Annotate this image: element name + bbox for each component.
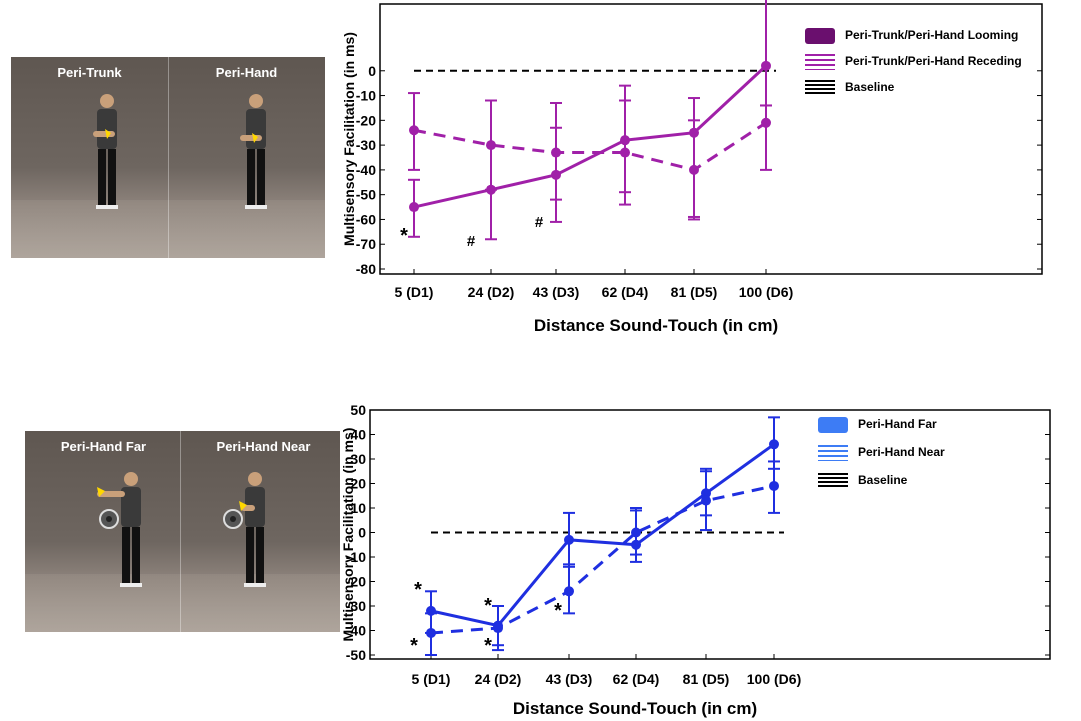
photo-label-peri-hand-near: Peri-Hand Near xyxy=(216,439,311,454)
data-point xyxy=(493,623,503,634)
legend-label: Baseline xyxy=(845,80,895,94)
photo-label-peri-hand: Peri-Hand xyxy=(215,65,278,80)
peri-hand-far-near-photo: Peri-Hand Far Peri-Hand Near xyxy=(25,431,340,632)
data-point xyxy=(620,147,630,158)
data-point xyxy=(486,140,496,151)
y-tick-label: -50 xyxy=(346,647,366,663)
significance-marker: * xyxy=(554,600,562,622)
x-tick-label: 5 (D1) xyxy=(412,671,451,687)
y-tick-label: -70 xyxy=(356,236,376,252)
data-point xyxy=(689,164,699,175)
y-tick-label: -10 xyxy=(356,88,376,104)
series-line xyxy=(430,484,775,635)
x-tick-label: 62 (D4) xyxy=(613,671,660,687)
data-point xyxy=(761,117,771,128)
data-point xyxy=(769,480,779,491)
data-point xyxy=(551,147,561,158)
y-tick-label: -40 xyxy=(346,623,366,639)
data-point xyxy=(769,439,779,450)
floor xyxy=(25,574,340,632)
y-axis-title: Multisensory Facilitation (in ms) xyxy=(340,428,356,642)
legend-top: Peri-Trunk/Peri-Hand Looming Peri-Trunk/… xyxy=(805,28,1081,108)
x-tick-label: 100 (D6) xyxy=(747,671,801,687)
legend-label: Peri-Trunk/Peri-Hand Looming xyxy=(845,28,1019,42)
y-tick-label: -30 xyxy=(356,137,376,153)
y-tick-label: 20 xyxy=(350,476,366,492)
legend-swatch-solid xyxy=(818,417,848,433)
peri-trunk-hand-photo: Peri-Trunk Peri-Hand xyxy=(11,57,325,258)
legend-label: Peri-Hand Near xyxy=(858,445,945,459)
y-tick-label: -20 xyxy=(356,112,376,128)
legend-swatch-solid xyxy=(805,28,835,44)
legend-swatch-baseline xyxy=(818,473,848,489)
data-point xyxy=(564,586,574,597)
avatar-figure xyxy=(223,472,266,587)
series-line xyxy=(413,64,768,209)
significance-marker: * xyxy=(484,635,492,657)
x-tick-label: 43 (D3) xyxy=(533,284,580,300)
series-line xyxy=(430,443,775,628)
x-tick-label: 5 (D1) xyxy=(395,284,434,300)
avatar-figure xyxy=(93,94,118,209)
photo-divider xyxy=(180,431,181,632)
y-tick-label: 0 xyxy=(368,63,376,79)
significance-marker: * xyxy=(484,595,492,617)
series-line xyxy=(413,121,767,172)
legend-swatch-dashed xyxy=(805,54,835,70)
data-point xyxy=(701,495,711,506)
data-point xyxy=(426,627,436,638)
photo-label-peri-trunk: Peri-Trunk xyxy=(57,65,122,80)
y-tick-label: 0 xyxy=(358,525,366,541)
y-tick-label: 40 xyxy=(350,427,366,443)
y-tick-label: -50 xyxy=(356,187,376,203)
data-point xyxy=(409,125,419,136)
significance-marker: # xyxy=(535,214,544,231)
plot-frame xyxy=(369,409,1051,660)
y-tick-label: -20 xyxy=(346,574,366,590)
y-tick-label: -30 xyxy=(346,598,366,614)
y-tick-label: 50 xyxy=(350,402,366,418)
legend-bottom: Peri-Hand Far Peri-Hand Near Baseline xyxy=(818,417,1068,497)
legend-swatch-baseline xyxy=(805,80,835,96)
y-tick-label: -80 xyxy=(356,261,376,277)
x-tick-label: 81 (D5) xyxy=(671,284,718,300)
y-tick-label: 10 xyxy=(350,500,366,516)
data-point xyxy=(761,60,771,71)
plot-frame xyxy=(379,3,1043,275)
x-axis-title: Distance Sound-Touch (in cm) xyxy=(513,699,757,718)
significance-marker: # xyxy=(467,233,476,250)
x-tick-label: 24 (D2) xyxy=(475,671,522,687)
legend-swatch-dashed xyxy=(818,445,848,461)
y-tick-label: -40 xyxy=(356,162,376,178)
x-tick-label: 62 (D4) xyxy=(602,284,649,300)
x-tick-label: 24 (D2) xyxy=(468,284,515,300)
x-tick-label: 43 (D3) xyxy=(546,671,593,687)
data-point xyxy=(409,202,419,213)
avatar-figure xyxy=(240,94,267,209)
y-tick-label: 30 xyxy=(350,451,366,467)
significance-marker: * xyxy=(410,635,418,657)
y-tick-label: -10 xyxy=(346,549,366,565)
legend-label: Baseline xyxy=(858,473,908,487)
photo-divider xyxy=(168,57,169,258)
photo-label-peri-hand-far: Peri-Hand Far xyxy=(60,439,147,454)
legend-label: Peri-Trunk/Peri-Hand Receding xyxy=(845,54,1022,68)
x-axis-title: Distance Sound-Touch (in cm) xyxy=(534,316,778,335)
y-axis-title: Multisensory Facilitation (in ms) xyxy=(341,32,357,246)
significance-marker: * xyxy=(400,225,408,247)
x-tick-label: 100 (D6) xyxy=(739,284,793,300)
significance-marker: * xyxy=(414,579,422,601)
avatar-figure xyxy=(97,472,142,587)
floor xyxy=(11,200,325,258)
x-tick-label: 81 (D5) xyxy=(683,671,730,687)
y-tick-label: -60 xyxy=(356,211,376,227)
legend-label: Peri-Hand Far xyxy=(858,417,937,431)
data-point xyxy=(631,527,641,538)
data-point xyxy=(564,534,574,545)
